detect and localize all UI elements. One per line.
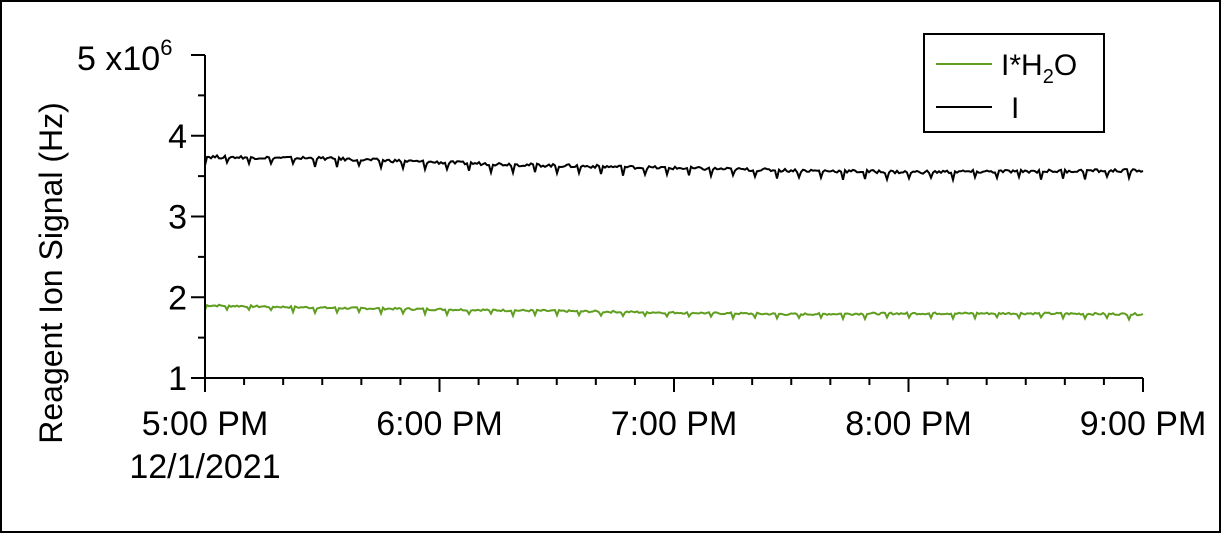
- series-layer: [204, 153, 1144, 322]
- series-line-i-h2o: [204, 303, 1144, 322]
- legend-label-i: I: [1011, 92, 1019, 125]
- plot-area: 1 2 3 4 5:00 PM 12/1/2021 6:00 PM 7:00 PM 8:00 …: [129, 54, 1206, 486]
- x-tick-label: 6:00 PM: [376, 405, 503, 443]
- y-multiplier: 5 x106: [77, 35, 172, 78]
- y-tick-label: 2: [168, 279, 187, 317]
- y-tick-label: 1: [168, 360, 187, 398]
- legend-label-i-h2o: I*H2O: [1001, 49, 1077, 88]
- x-tick-label: 7:00 PM: [611, 405, 738, 443]
- y-axis-label: Reagent Ion Signal (Hz): [33, 102, 69, 444]
- legend: I*H2O I: [923, 33, 1105, 133]
- x-ticks: 5:00 PM 12/1/2021 6:00 PM 7:00 PM 8:00 PM 9:0…: [129, 378, 1206, 486]
- x-tick-label: 5:00 PM: [142, 405, 269, 443]
- x-tick-label: 9:00 PM: [1080, 405, 1207, 443]
- series-line-i: [204, 153, 1144, 184]
- y-tick-label: 4: [168, 118, 187, 156]
- y-multiplier-exponent: 6: [160, 35, 172, 60]
- y-multiplier-prefix: 5: [77, 40, 105, 78]
- x-tick-sublabel: 12/1/2021: [129, 448, 280, 486]
- y-multiplier-base: x10: [105, 40, 160, 78]
- legend-box: [923, 33, 1105, 133]
- y-tick-label: 3: [168, 199, 187, 237]
- y-ticks: 1 2 3 4: [168, 54, 205, 398]
- x-tick-label: 8:00 PM: [845, 405, 972, 443]
